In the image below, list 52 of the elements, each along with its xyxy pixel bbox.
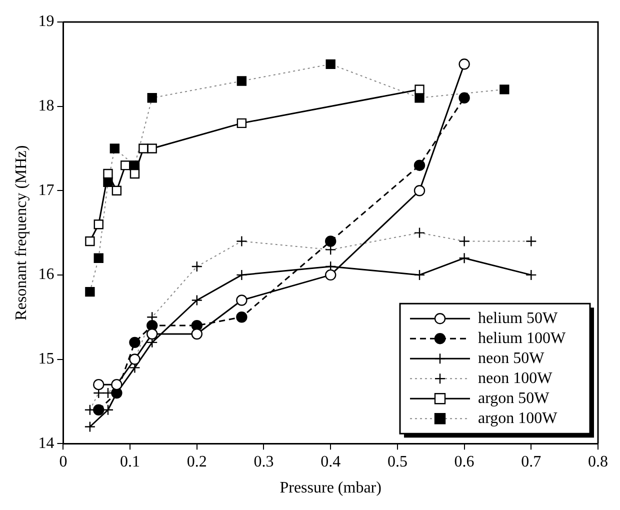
point xyxy=(458,58,470,70)
point xyxy=(146,328,158,340)
point xyxy=(138,144,148,154)
x-axis-title: Pressure (mbar) xyxy=(280,480,382,497)
point xyxy=(414,84,424,94)
point xyxy=(120,160,130,170)
y-tick-label: 17 xyxy=(38,182,54,199)
point xyxy=(103,168,113,179)
point xyxy=(325,269,336,281)
point xyxy=(414,160,426,171)
y-axis-title: Resonant frequency (MHz) xyxy=(12,145,30,320)
point xyxy=(414,185,426,196)
point xyxy=(526,269,537,281)
y-tick-label: 14 xyxy=(38,434,54,452)
y-tick-label: 15 xyxy=(38,350,54,368)
point xyxy=(94,220,104,230)
point xyxy=(414,269,426,281)
x-tick-label: 0.2 xyxy=(186,453,207,470)
legend-label: helium 50W xyxy=(478,310,558,327)
x-tick-label: 0.3 xyxy=(254,453,274,470)
y-tick-label: 16 xyxy=(38,266,54,284)
point xyxy=(112,186,122,196)
x-tick-label: 0.1 xyxy=(120,453,140,470)
x-tick-label: 0.7 xyxy=(521,453,542,470)
point xyxy=(458,92,470,104)
point xyxy=(93,378,104,390)
point xyxy=(130,168,140,179)
point xyxy=(236,118,247,128)
x-tick-label: 0 xyxy=(59,453,68,470)
legend-label: helium 100W xyxy=(478,330,566,347)
x-tick-label: 0.4 xyxy=(320,453,341,470)
point xyxy=(236,269,248,281)
legend-label: argon 50W xyxy=(478,390,550,407)
y-tick-label: 19 xyxy=(38,13,54,30)
legend-label: neon 50W xyxy=(478,350,546,367)
legend-label: argon 100W xyxy=(478,410,558,427)
point xyxy=(191,294,202,306)
point xyxy=(84,421,96,432)
point xyxy=(93,404,104,416)
x-tick-label: 0.5 xyxy=(387,453,408,470)
point xyxy=(147,144,157,154)
point xyxy=(129,336,140,348)
x-tick-label: 0.6 xyxy=(454,453,474,470)
x-tick-label: 0.8 xyxy=(588,453,608,470)
point xyxy=(191,328,202,340)
legend-label: neon 100W xyxy=(478,370,554,387)
point xyxy=(236,294,248,306)
point xyxy=(325,236,336,247)
point xyxy=(236,312,248,323)
point xyxy=(85,236,95,246)
point xyxy=(458,252,470,264)
y-tick-label: 18 xyxy=(38,98,54,115)
